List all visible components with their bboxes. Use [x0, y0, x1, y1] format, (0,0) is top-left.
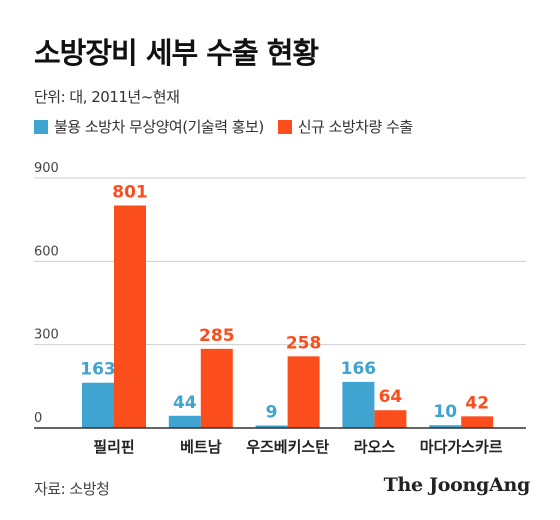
data-label-베트남-series1: 44 [173, 393, 197, 413]
y-tick-label-300: 300 [34, 328, 59, 343]
legend: 불용 소방차 무상양여(기술력 홍보) 신규 소방차량 수출 [34, 116, 427, 137]
legend-item-series2: 신규 소방차량 수출 [277, 116, 413, 137]
bar-베트남-series2 [200, 348, 233, 428]
legend-label-series1: 불용 소방차 무상양여(기술력 홍보) [54, 118, 264, 136]
bar-chart: 0 300 600 900 163 801 필리핀 44 285 베트남 9 258 우즈베키스탄 166… [34, 161, 526, 456]
chart-subtitle: 단위: 대, 2011년~현재 [34, 88, 180, 106]
x-tick-label-베트남: 베트남 [180, 438, 222, 456]
legend-label-series2: 신규 소방차량 수출 [297, 118, 413, 136]
bar-마다가스카르-series2 [461, 416, 494, 428]
bar-라오스-series1 [342, 381, 375, 428]
data-label-라오스-series1: 166 [341, 359, 377, 379]
data-label-필리핀-series2: 801 [112, 183, 148, 203]
bar-필리핀-series2 [114, 205, 146, 428]
x-tick-label-마다가스카르: 마다가스카르 [420, 438, 503, 456]
data-label-우즈베키스탄-series2: 258 [286, 333, 322, 353]
bar-우즈베키스탄-series1 [255, 425, 288, 428]
source-note: 자료: 소방청 [34, 480, 110, 498]
data-label-베트남-series2: 285 [199, 326, 235, 346]
bar-베트남-series1 [168, 415, 201, 428]
chart-title: 소방장비 세부 수출 현황 [34, 36, 319, 70]
bar-라오스-series2 [374, 410, 407, 428]
data-label-우즈베키스탄-series1: 9 [266, 403, 278, 423]
legend-item-series1: 불용 소방차 무상양여(기술력 홍보) [34, 116, 264, 137]
legend-swatch-series1 [34, 119, 48, 134]
data-label-마다가스카르-series1: 10 [433, 402, 457, 422]
y-tick-label-600: 600 [34, 244, 59, 259]
y-tick-label-0: 0 [34, 411, 42, 426]
publisher-logo: The JoongAng [383, 474, 531, 496]
data-label-마다가스카르-series2: 42 [465, 393, 489, 413]
x-tick-label-라오스: 라오스 [354, 438, 396, 456]
bar-필리핀-series1 [82, 382, 114, 428]
y-tick-label-900: 900 [34, 161, 59, 176]
x-tick-label-우즈베키스탄: 우즈베키스탄 [246, 438, 329, 456]
x-tick-label-필리핀: 필리핀 [93, 438, 134, 456]
bar-마다가스카르-series1 [429, 425, 462, 428]
legend-swatch-series2 [277, 119, 292, 134]
data-label-라오스-series2: 64 [379, 387, 403, 407]
data-label-필리핀-series1: 163 [80, 360, 116, 380]
bar-우즈베키스탄-series2 [287, 356, 320, 428]
